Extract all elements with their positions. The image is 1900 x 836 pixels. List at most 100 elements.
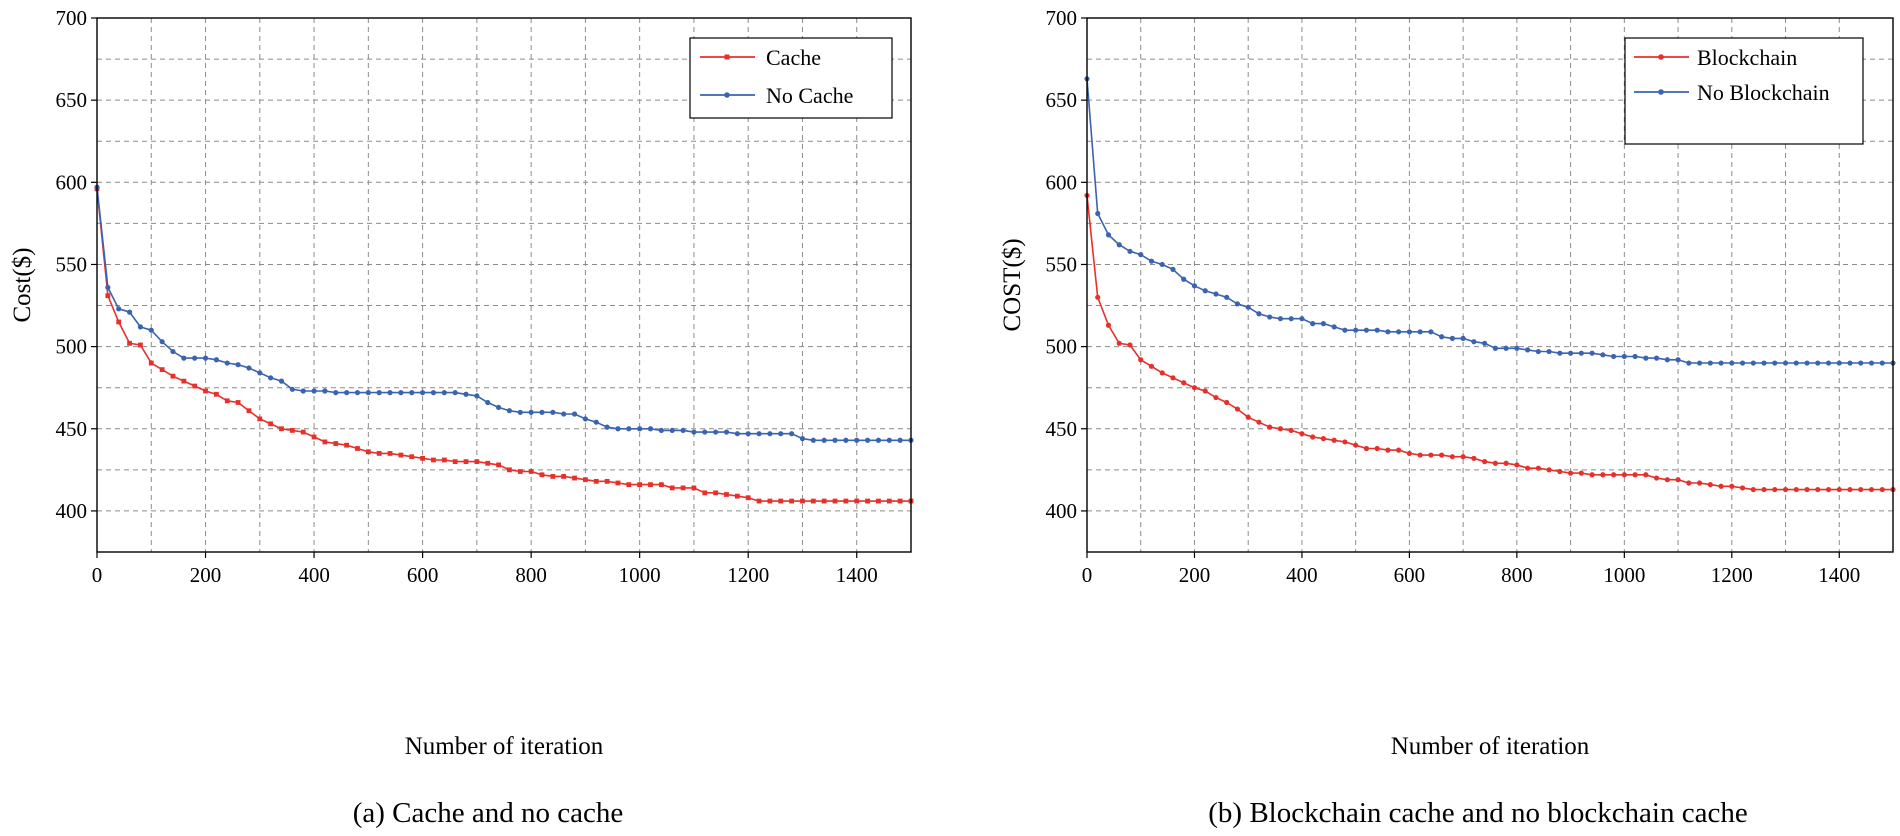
data-point [528, 469, 534, 474]
legend-a: Cache No Cache [689, 37, 893, 119]
data-point [1503, 345, 1509, 351]
x-tick-label: 0 [92, 563, 103, 587]
x-tick-label: 1000 [1603, 563, 1645, 587]
data-point [550, 474, 556, 479]
data-point [648, 482, 653, 488]
data-point [1460, 454, 1466, 460]
y-axis-label-a: Cost($) [9, 248, 36, 323]
data-point [1825, 486, 1832, 493]
data-point [1568, 470, 1574, 476]
data-point [1718, 483, 1724, 489]
data-point [1610, 472, 1617, 478]
data-point [1116, 242, 1122, 248]
data-point [116, 306, 122, 312]
data-point [1234, 406, 1241, 412]
data-point [387, 390, 393, 396]
data-point [1782, 360, 1789, 366]
data-point [1363, 327, 1370, 333]
data-point [333, 441, 339, 446]
data-point [734, 431, 740, 437]
data-point [1815, 360, 1821, 366]
data-point [420, 455, 425, 461]
data-point [1600, 352, 1606, 358]
data-point [561, 474, 567, 479]
data-point [897, 437, 903, 443]
data-point [1664, 477, 1670, 483]
data-point [756, 431, 762, 437]
data-point [800, 498, 805, 504]
data-point [865, 498, 870, 504]
data-point [311, 388, 317, 394]
data-point [1847, 360, 1853, 366]
data-point [311, 434, 317, 440]
data-point [1739, 485, 1746, 491]
data-point [1525, 347, 1531, 353]
data-point [170, 348, 176, 355]
data-point [1729, 360, 1735, 366]
data-point [181, 378, 187, 384]
data-point [1138, 252, 1144, 258]
data-point [213, 391, 219, 397]
data-point [1482, 459, 1488, 465]
data-point [1686, 360, 1692, 366]
data-point [420, 390, 426, 396]
data-point [159, 367, 165, 373]
data-point [278, 378, 285, 384]
data-point [517, 409, 523, 415]
data-point [1439, 452, 1445, 458]
series-line-no-blockchain [1086, 78, 1893, 364]
data-point [1782, 486, 1789, 493]
data-point [1696, 360, 1703, 366]
data-point [799, 436, 806, 442]
y-tick-label: 500 [1046, 335, 1078, 359]
data-point [1288, 427, 1294, 434]
data-point [1568, 350, 1574, 356]
data-point [430, 390, 437, 396]
data-point [789, 431, 795, 437]
data-point [1868, 360, 1875, 366]
y-tick-label: 550 [56, 252, 88, 276]
y-tick-label: 450 [1046, 417, 1078, 441]
data-point [745, 431, 751, 437]
data-point [1245, 304, 1251, 310]
y-tick-label: 550 [1046, 252, 1078, 276]
data-point [1267, 314, 1273, 320]
x-tick-label: 0 [1082, 563, 1093, 587]
data-point [333, 390, 339, 396]
y-axis-label-b: COST($) [999, 238, 1026, 331]
data-point [1363, 445, 1370, 452]
data-point [1761, 360, 1767, 366]
data-point [876, 498, 881, 504]
data-point [1825, 360, 1832, 366]
data-point [257, 416, 263, 422]
y-tick-label: 650 [1046, 88, 1078, 112]
data-point [1514, 462, 1520, 468]
data-point [289, 386, 295, 392]
data-point [854, 498, 860, 504]
data-point [680, 427, 686, 434]
data-point [1342, 439, 1348, 445]
data-point [224, 360, 230, 366]
data-point [1836, 360, 1842, 366]
data-point [1396, 329, 1402, 335]
data-point [1482, 340, 1488, 346]
caption-b: (b) Blockchain cache and no blockchain c… [1208, 797, 1747, 829]
data-point [539, 472, 545, 478]
data-point [1460, 335, 1466, 341]
data-point [1245, 414, 1251, 420]
data-point [1267, 424, 1273, 430]
y-tick-label: 650 [56, 88, 88, 112]
data-point [539, 409, 545, 415]
x-tick-label: 600 [1394, 563, 1426, 587]
legend-b: Blockchain No Blockchain [1624, 37, 1864, 145]
data-point [1148, 363, 1155, 369]
data-point [1310, 434, 1316, 440]
data-point [1191, 283, 1198, 289]
data-point [886, 437, 892, 443]
data-point [1847, 486, 1853, 493]
data-point [1127, 342, 1133, 348]
data-point [1181, 380, 1187, 386]
data-point [1729, 483, 1735, 489]
data-point [268, 375, 274, 381]
data-point [691, 429, 697, 435]
